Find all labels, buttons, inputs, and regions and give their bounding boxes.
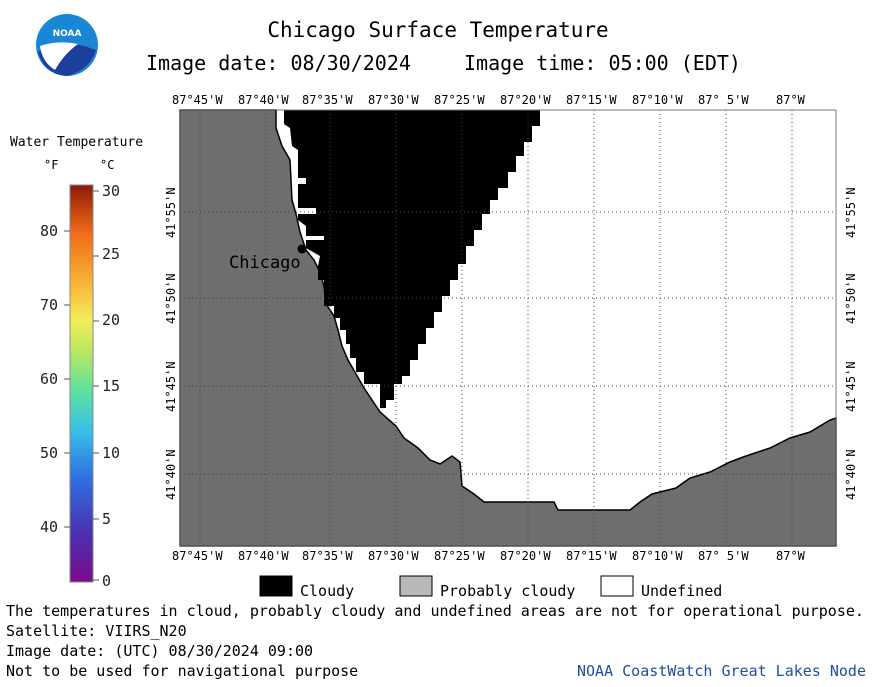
utc-date: Image date: (UTC) 08/30/2024 09:00 [6, 642, 314, 660]
lon-label-bottom: 87°35'W [302, 549, 353, 563]
lon-label-top: 87°10'W [632, 93, 683, 107]
legend-label-undefined: Undefined [641, 582, 723, 600]
colorbar-c-tick: 5 [102, 510, 112, 528]
colorbar-c-tick: 15 [102, 377, 121, 395]
colorbar-unit-f: °F [44, 158, 59, 172]
colorbar-c-tick: 20 [102, 311, 121, 329]
lon-label-bottom: 87°45'W [172, 549, 223, 563]
legend-swatch-probably-cloudy [399, 575, 433, 597]
legend-swatch-cloudy [259, 575, 293, 597]
image-date: Image date: 08/30/2024 [146, 51, 411, 75]
colorbar-c-tick: 25 [102, 245, 121, 263]
lon-label-bottom: 87° 5'W [698, 549, 749, 563]
lon-label-top: 87°30'W [368, 93, 419, 107]
colorbar-unit-c: °C [100, 158, 115, 172]
legend-swatch-undefined [600, 575, 634, 597]
lon-label-bottom: 87°20'W [500, 549, 551, 563]
legend-label-probably-cloudy: Probably cloudy [440, 582, 576, 600]
colorbar-c-tick: 10 [102, 444, 121, 462]
city-label: Chicago [229, 253, 301, 273]
lat-label-right: 41°45'N [844, 361, 858, 412]
lon-label-bottom: 87°25'W [434, 549, 485, 563]
colorbar-f-tick: 40 [40, 518, 59, 536]
map-title: Chicago Surface Temperature [267, 18, 609, 42]
lon-label-top: 87°25'W [434, 93, 485, 107]
credit-label: NOAA CoastWatch Great Lakes Node [577, 662, 866, 680]
lon-label-top: 87°20'W [500, 93, 551, 107]
operational-note: The temperatures in cloud, probably clou… [6, 602, 864, 620]
lat-label-left: 41°50'N [164, 273, 178, 324]
colorbar-f-tick: 60 [40, 370, 59, 388]
colorbar-f-tick: 80 [40, 222, 59, 240]
lat-label-right: 41°55'N [844, 187, 858, 238]
navigation-warning: Not to be used for navigational purpose [6, 662, 359, 680]
lon-label-top: 87°35'W [302, 93, 353, 107]
lat-label-right: 41°40'N [844, 449, 858, 500]
colorbar-c-tick: 0 [102, 572, 112, 590]
lon-label-top: 87°45'W [172, 93, 223, 107]
land-area [179, 109, 837, 547]
lat-label-left: 41°45'N [164, 361, 178, 412]
colorbar-c-tick: 30 [102, 182, 121, 200]
lon-label-bottom: 87°30'W [368, 549, 419, 563]
lon-label-bottom: 87°W [776, 549, 805, 563]
colorbar-f-tick: 50 [40, 444, 59, 462]
lat-label-left: 41°55'N [164, 187, 178, 238]
lon-label-top: 87°40'W [238, 93, 289, 107]
satellite-info: Satellite: VIIRS_N20 [6, 622, 187, 640]
colorbar-title: Water Temperature [10, 135, 144, 150]
lon-label-bottom: 87°40'W [238, 549, 289, 563]
map-undefined-area [180, 110, 836, 546]
image-time: Image time: 05:00 (EDT) [464, 51, 741, 75]
lon-label-bottom: 87°10'W [632, 549, 683, 563]
lon-label-top: 87°W [776, 93, 805, 107]
colorbar-f-tick: 70 [40, 296, 59, 314]
legend-label-cloudy: Cloudy [300, 582, 355, 600]
lat-label-left: 41°40'N [164, 449, 178, 500]
lon-label-bottom: 87°15'W [566, 549, 617, 563]
lon-label-top: 87°15'W [566, 93, 617, 107]
lon-label-top: 87° 5'W [698, 93, 749, 107]
cloud-area [284, 110, 540, 408]
lat-label-right: 41°50'N [844, 273, 858, 324]
